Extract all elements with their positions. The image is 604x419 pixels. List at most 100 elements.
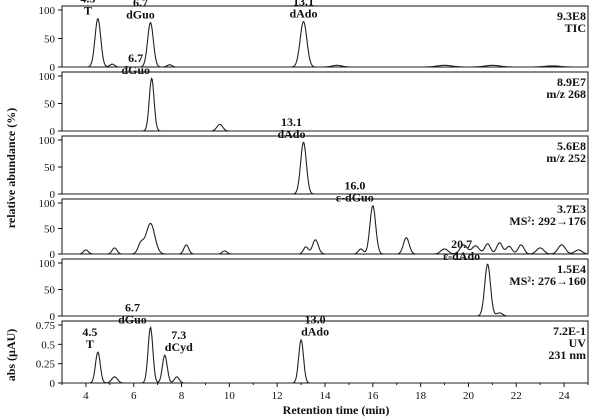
peak-time: 7.3 — [171, 328, 186, 342]
trace-line — [62, 141, 588, 195]
x-tick-label: 14 — [320, 390, 332, 402]
y-tick-label: 0.25 — [36, 359, 56, 371]
peak-compound: dGuo — [121, 63, 150, 77]
y-tick-label: 50 — [44, 34, 56, 46]
peak-compound: ε-dGuo — [336, 191, 374, 205]
trace-line — [62, 77, 588, 132]
peak-time: 20.7 — [451, 237, 472, 251]
peak-compound: dGuo — [126, 8, 155, 22]
peak-compound: dAdo — [289, 6, 317, 20]
x-tick-label: 18 — [415, 390, 427, 402]
panel-frame — [61, 135, 589, 195]
peak-label: 4.5T — [80, 0, 95, 18]
trace-type: MS²: 276→160 — [509, 274, 586, 288]
x-tick-label: 6 — [131, 390, 137, 402]
x-tick-label: 16 — [367, 390, 379, 402]
trace-type: m/z 252 — [546, 151, 586, 165]
scale-value: 8.9E7 — [557, 75, 586, 89]
peak-label: 20.7ε-dAdo — [443, 237, 480, 263]
y-tick-label: 0 — [50, 378, 56, 390]
y-tick-label: 100 — [39, 198, 56, 210]
x-tick-label: 8 — [179, 390, 185, 402]
x-tick-label: 20 — [463, 390, 475, 402]
peak-time: 4.5 — [80, 0, 95, 6]
panel-frame — [61, 71, 589, 132]
chromatogram-panels: 0501004.5T6.7dGuo13.1dAdo9.3E8TIC0501006… — [36, 0, 589, 390]
peak-compound: ε-dAdo — [443, 249, 480, 263]
peak-label: 4.5T — [82, 325, 97, 351]
y-tick-label: 50 — [44, 162, 56, 174]
scale-value: 1.5E4 — [557, 262, 586, 276]
scale-value: 9.3E8 — [557, 9, 586, 23]
peak-time: 13.1 — [293, 0, 314, 8]
x-tick-label: 22 — [511, 390, 522, 402]
x-tick-label: 24 — [559, 390, 571, 402]
peak-time: 4.5 — [82, 325, 97, 339]
peak-compound: dAdo — [301, 325, 329, 339]
y-axis-label-bottom: abs (µAU) — [4, 329, 18, 382]
trace-type: MS²: 292→176 — [509, 214, 586, 228]
y-tick-label: 50 — [44, 99, 56, 111]
trace-type: TIC — [565, 21, 586, 35]
y-tick-label: 50 — [44, 224, 56, 236]
y-tick-label: 0 — [50, 189, 56, 201]
peak-time: 13.1 — [281, 115, 302, 129]
trace-line — [62, 263, 588, 317]
x-tick-label: 12 — [272, 390, 283, 402]
peak-compound: dAdo — [277, 127, 305, 141]
x-tick-label: 4 — [83, 390, 89, 402]
x-axis: 4 6 8 10 12 14 16 18 20 22 24 — [61, 383, 589, 402]
peak-compound: T — [86, 337, 94, 351]
y-tick-label: 0 — [50, 249, 56, 261]
y-tick-label: 100 — [39, 258, 56, 270]
trace-type: 231 nm — [548, 348, 586, 362]
y-axis-label-top: relative abundance (%) — [4, 108, 18, 228]
y-tick-label: 100 — [39, 71, 56, 83]
y-tick-label: 100 — [39, 5, 56, 17]
peak-time: 6.7 — [125, 300, 140, 314]
peak-time: 6.7 — [128, 51, 143, 65]
y-tick-label: 0.75 — [36, 320, 56, 332]
y-tick-label: 0.5 — [41, 339, 55, 351]
scale-value: 5.6E8 — [557, 139, 586, 153]
peak-compound: dGuo — [118, 312, 147, 326]
trace-line — [62, 205, 589, 255]
peak-time: 16.0 — [344, 179, 365, 193]
x-tick-label: 10 — [224, 390, 236, 402]
peak-compound: dCyd — [165, 340, 193, 354]
trace-type: m/z 268 — [546, 87, 586, 101]
trace-line — [62, 17, 588, 68]
x-axis-label: Retention time (min) — [283, 403, 390, 417]
peak-time: 13.0 — [305, 313, 326, 327]
y-tick-label: 0 — [50, 62, 56, 74]
y-tick-label: 0 — [50, 126, 56, 138]
peak-time: 6.7 — [133, 0, 148, 10]
trace-type: UV — [569, 336, 587, 350]
peak-label: 16.0ε-dGuo — [336, 179, 374, 205]
y-tick-label: 100 — [39, 135, 56, 147]
peak-compound: T — [84, 4, 92, 18]
scale-value: 3.7E3 — [557, 202, 586, 216]
scale-value: 7.2E-1 — [553, 324, 586, 338]
y-tick-label: 50 — [44, 285, 56, 297]
